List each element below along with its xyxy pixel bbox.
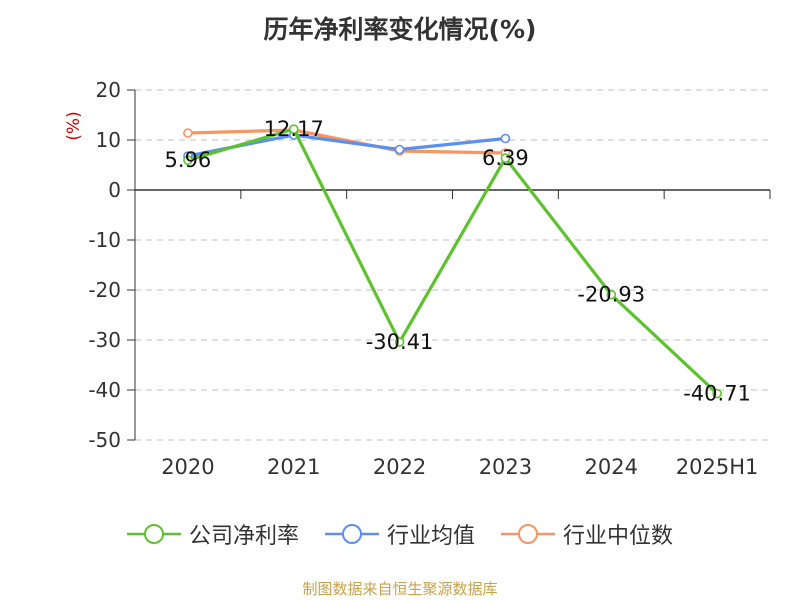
- data-label: -20.93: [577, 283, 645, 307]
- y-tick-label: 20: [96, 78, 121, 102]
- legend-label: 行业均值: [386, 524, 475, 549]
- data-source-note: 制图数据来自恒生聚源数据库: [302, 580, 498, 598]
- x-tick-label: 2022: [373, 455, 426, 479]
- data-label: 12.17: [264, 117, 324, 141]
- data-point: [712, 388, 722, 399]
- legend-label: 公司净利率: [188, 524, 299, 549]
- data-point: [500, 133, 511, 144]
- y-tick-label: -20: [88, 278, 121, 302]
- legend-item[interactable]: 公司净利率: [126, 518, 299, 550]
- legend-marker: [518, 524, 538, 544]
- y-tick-label: -10: [88, 228, 121, 252]
- data-point: [394, 337, 405, 347]
- data-label: 6.39: [482, 146, 529, 170]
- y-axis-label: (%): [64, 111, 84, 140]
- x-tick-label: 2023: [479, 455, 532, 479]
- data-point: [500, 153, 511, 163]
- data-label: -30.41: [366, 330, 434, 354]
- legend-label: 行业中位数: [563, 524, 674, 549]
- data-label: -40.71: [683, 382, 751, 406]
- legend-item[interactable]: 行业中位数: [501, 518, 673, 550]
- legend-item[interactable]: 行业均值: [324, 518, 475, 550]
- legend-symbol: [324, 524, 379, 544]
- data-point: [394, 144, 405, 155]
- legend-symbol: [501, 524, 555, 544]
- series-line: [187, 128, 506, 155]
- data-label: 5.96: [165, 148, 212, 172]
- x-tick-label: 2024: [585, 455, 638, 479]
- y-tick-label: -30: [88, 328, 121, 352]
- y-tick-label: 0: [108, 178, 121, 202]
- y-tick-label: 10: [96, 128, 121, 152]
- series-line: [187, 127, 719, 395]
- legend: 公司净利率 行业均值 行业中位数: [0, 518, 800, 550]
- y-tick-label: -50: [88, 428, 121, 452]
- data-point: [183, 155, 193, 165]
- data-point: [606, 289, 617, 300]
- chart-title: 历年净利率变化情况(%): [263, 15, 537, 44]
- legend-marker: [143, 524, 164, 544]
- x-tick-label: 2021: [267, 455, 320, 479]
- x-tick-label: 2020: [161, 455, 214, 479]
- data-point: [288, 124, 299, 134]
- legend-symbol: [126, 524, 181, 544]
- legend-marker: [341, 524, 362, 544]
- x-tick-label: 2025H1: [676, 455, 759, 479]
- y-tick-label: -40: [88, 378, 121, 402]
- data-point: [183, 128, 193, 138]
